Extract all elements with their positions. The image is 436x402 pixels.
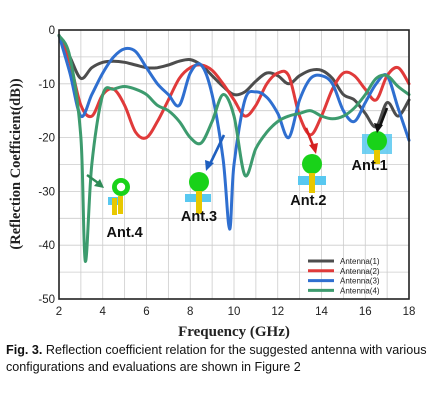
x-axis-label: Frequency (GHz)	[178, 324, 290, 340]
antenna-3-icon	[185, 172, 211, 214]
y-tick-label: -10	[38, 79, 55, 91]
legend-label: Antenna(2)	[340, 267, 380, 276]
y-tick-label: -20	[38, 133, 55, 145]
x-tick-label: 12	[271, 306, 284, 318]
antenna-4-icon	[108, 178, 130, 215]
x-tick-label: 14	[315, 306, 328, 318]
x-tick-label: 2	[56, 306, 62, 318]
annotation-arrows	[86, 107, 389, 188]
x-tick-label: 16	[359, 306, 372, 318]
legend: Antenna(1)Antenna(2)Antenna(3)Antenna(4)	[308, 257, 380, 295]
antenna-labels: Ant.1 Ant.2 Ant.3 Ant.4	[107, 158, 388, 241]
plot-frame	[58, 29, 410, 300]
legend-label: Antenna(3)	[340, 277, 380, 286]
x-tick-label: 4	[100, 306, 107, 318]
antenna-2-icon	[298, 154, 326, 193]
reflection-coefficient-chart: 0-10-20-30-40-50 2 4 6 8 10 12 14 16 18 Ant.1Ant…	[8, 25, 416, 340]
caption-label: Fig. 3.	[6, 343, 43, 357]
y-tick-label: -30	[38, 186, 55, 198]
series-line-antenna-3-	[57, 33, 411, 231]
x-tick-label: 18	[403, 306, 416, 318]
series-line-antenna-1-	[57, 33, 411, 129]
legend-label: Antenna(4)	[340, 286, 380, 295]
y-tick-labels: 0 -10 -20 -30 -40 -50	[38, 25, 55, 306]
antenna-1-icon	[362, 131, 392, 164]
x-tick-labels: 2 4 6 8 10 12 14 16 18	[56, 306, 416, 318]
y-axis-label: (Reflection Coefficient(dB))	[8, 78, 24, 249]
y-tick-label: 0	[49, 25, 55, 37]
figure-caption: Fig. 3. Reflection coefficient relation …	[6, 342, 430, 376]
y-tick-label: -50	[38, 294, 55, 306]
series-line-antenna-2-	[57, 33, 411, 140]
annotation-ant-1: Ant.1	[352, 158, 388, 174]
annotation-ant-4: Ant.4	[107, 225, 143, 241]
legend-label: Antenna(1)	[340, 257, 380, 266]
x-tick-label: 8	[187, 306, 193, 318]
annotation-ant-3: Ant.3	[181, 209, 217, 225]
annotation-ant-2: Ant.2	[290, 193, 326, 209]
x-tick-label: 10	[228, 306, 241, 318]
x-tick-label: 6	[143, 306, 149, 318]
y-tick-label: -40	[38, 240, 55, 252]
series-lines	[57, 33, 411, 263]
caption-text: Reflection coefficient relation for the …	[6, 343, 427, 374]
series-line-antenna-4-	[57, 33, 411, 263]
